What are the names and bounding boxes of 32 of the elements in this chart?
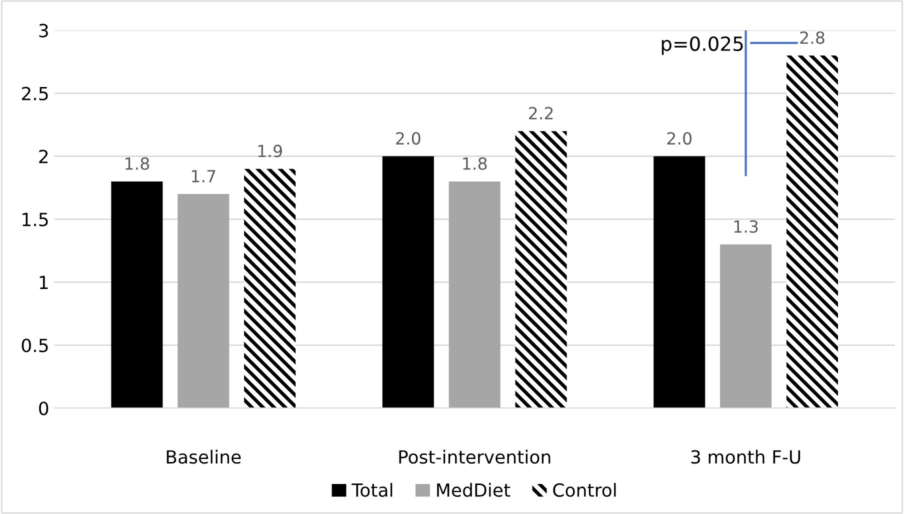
bar [654,156,706,408]
x-tick-label: Post-intervention [399,450,550,464]
y-tick-label: 2.5 [22,86,48,100]
legend-label: MedDiet [437,482,510,497]
x-tick-label: Baseline [166,450,241,464]
legend-label: Total [352,482,392,497]
bar [111,181,163,408]
bar [786,56,838,408]
bar [448,181,500,408]
data-label: 1.8 [126,157,150,170]
y-tick-label: 3 [39,24,48,38]
legend-label: Control [553,482,616,497]
annotation: p=0.025 [662,36,743,55]
bar [178,194,230,408]
data-label: 1.3 [734,220,758,233]
data-label: 2.0 [667,132,692,145]
bar [720,244,772,408]
y-tick-label: 0.5 [22,338,48,352]
y-tick-label: 0 [39,402,48,416]
y-tick-label: 1 [40,276,48,290]
data-label: 1.9 [258,144,282,158]
data-label: 2.8 [800,31,824,44]
data-label: 2.2 [529,106,553,120]
y-tick-label: 1.5 [22,212,48,226]
bar [244,168,296,408]
bar [382,156,434,408]
data-label: 2.0 [396,132,420,145]
bar [515,131,567,408]
data-label: 1.8 [463,157,487,170]
y-tick-label: 2 [39,150,48,164]
x-tick-label: 3 month F-U [691,450,800,464]
data-label: 1.7 [192,170,216,182]
